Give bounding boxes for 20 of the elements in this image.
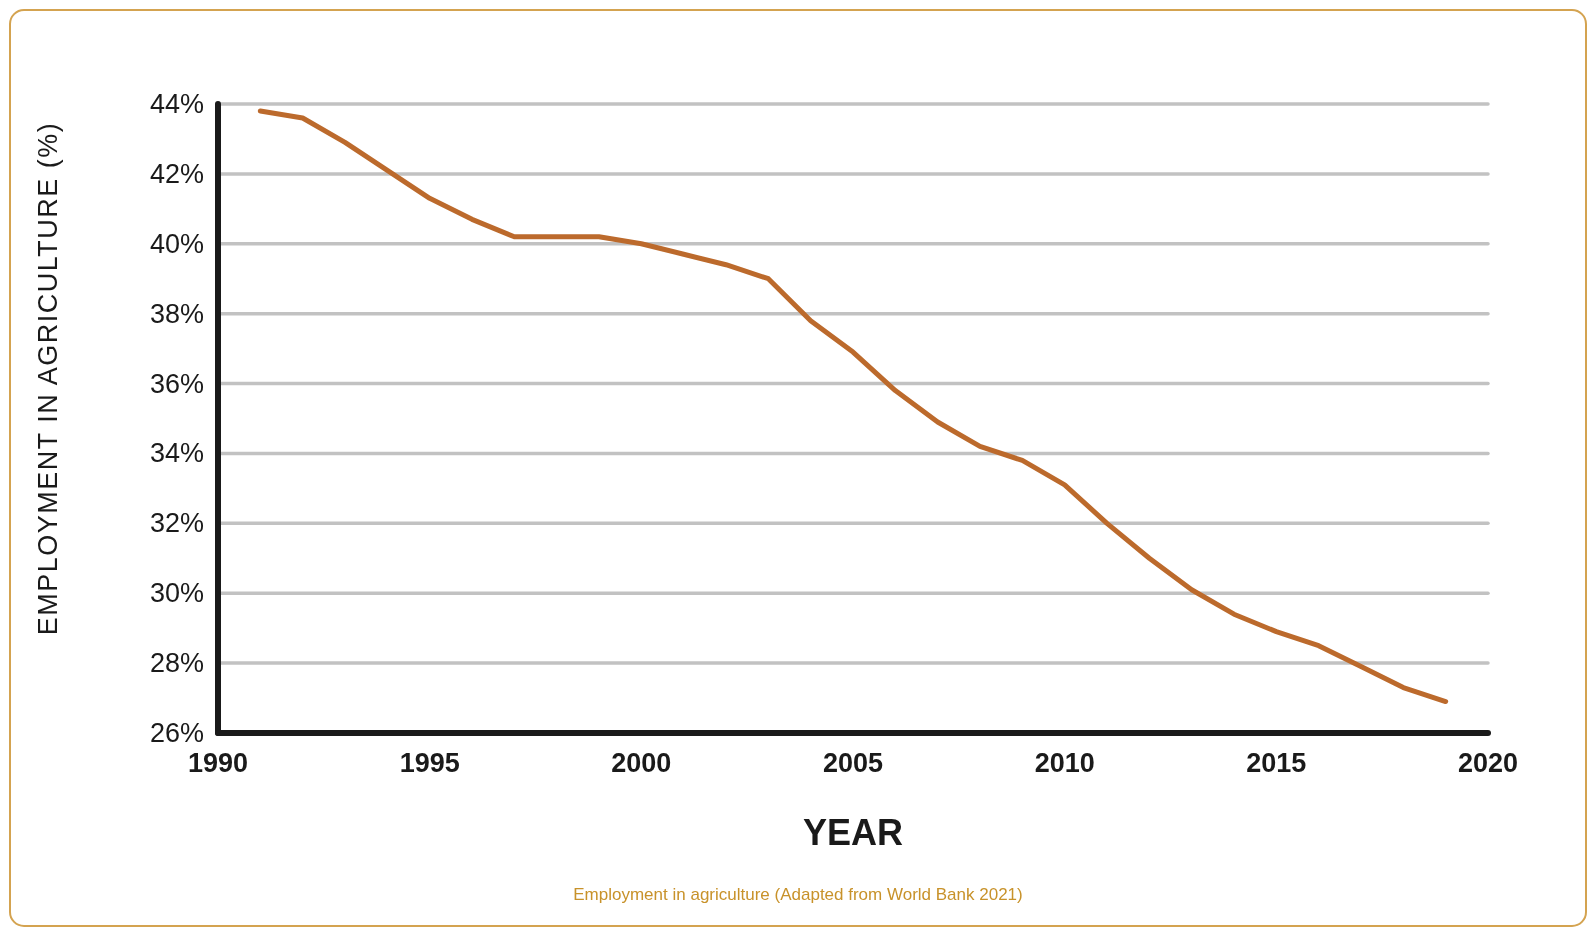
y-tick-label: 40% — [149, 228, 204, 259]
y-tick-label: 26% — [149, 718, 204, 748]
y-tick-label: 36% — [149, 368, 204, 399]
y-tick-label: 38% — [149, 298, 204, 329]
y-tick-label: 32% — [149, 508, 204, 539]
x-axis-title: YEAR — [802, 811, 904, 853]
x-tick-label: 1995 — [399, 748, 460, 778]
x-tick-label: 2020 — [1457, 748, 1519, 778]
y-tick-label: 30% — [149, 578, 204, 609]
y-tick-label: 44% — [149, 89, 204, 119]
y-tick-label: 42% — [149, 158, 204, 189]
x-tick-label: 2000 — [611, 748, 672, 778]
x-tick-label: 1990 — [187, 748, 249, 778]
x-tick-label: 2010 — [1034, 748, 1095, 778]
y-axis-title: EMPLOYMENT IN AGRICULTURE (%) — [33, 121, 63, 636]
y-tick-label: 28% — [149, 648, 204, 679]
y-tick-label: 34% — [149, 438, 204, 469]
x-tick-label: 2005 — [822, 748, 884, 778]
x-tick-label: 2015 — [1246, 748, 1307, 778]
text: Employment in agriculture (Adapted from World Bank 2021) — [573, 884, 1023, 904]
